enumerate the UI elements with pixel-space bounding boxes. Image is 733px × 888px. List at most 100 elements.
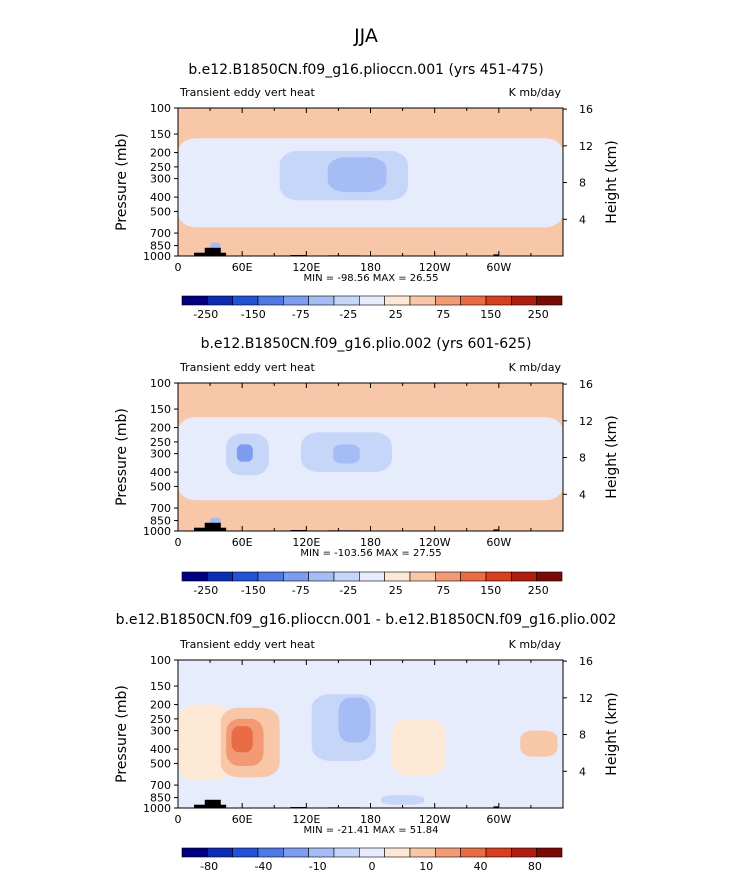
colorbar-label: 25 bbox=[389, 584, 403, 597]
x-tick-label: 180 bbox=[360, 813, 381, 826]
x-tick-label: 0 bbox=[175, 536, 182, 549]
colorbar-swatch bbox=[308, 571, 335, 582]
x-tick-label: 60E bbox=[232, 536, 253, 549]
colorbar-swatch bbox=[207, 295, 233, 306]
contour-region bbox=[327, 157, 387, 193]
y-tick-label: 850 bbox=[150, 240, 171, 253]
panel-3: b.e12.B1850CN.f09_g16.plioccn.001 - b.e1… bbox=[114, 612, 620, 873]
colorbar: -250 -150 -75 -25 25 75 150 250 bbox=[181, 295, 563, 321]
y2-tick-label: 12 bbox=[579, 415, 593, 428]
y-tick-label: 100 bbox=[150, 654, 171, 667]
colorbar-label: 150 bbox=[480, 308, 501, 321]
colorbar-label: 250 bbox=[528, 584, 549, 597]
y-tick-label: 250 bbox=[150, 436, 171, 449]
y-tick-label: 100 bbox=[150, 102, 171, 115]
colorbar-swatch bbox=[536, 295, 563, 306]
y2-tick-label: 8 bbox=[579, 177, 586, 190]
colorbar-swatch bbox=[333, 295, 360, 306]
colorbar-swatch bbox=[181, 571, 208, 582]
y2-axis-label: Height (km) bbox=[604, 692, 620, 775]
x-tick-label: 120E bbox=[292, 261, 320, 274]
y-tick-label: 100 bbox=[150, 377, 171, 390]
y-tick-label: 700 bbox=[150, 502, 171, 515]
y-tick-label: 1000 bbox=[143, 250, 171, 263]
colorbar-swatch bbox=[460, 295, 487, 306]
colorbar-label: -250 bbox=[193, 308, 218, 321]
x-tick-label: 60E bbox=[232, 261, 253, 274]
x-tick-label: 180 bbox=[360, 536, 381, 549]
x-tick-label: 120W bbox=[419, 536, 451, 549]
colorbar-label: -80 bbox=[200, 860, 218, 873]
colorbar-swatch bbox=[232, 571, 259, 582]
y-tick-label: 500 bbox=[150, 480, 171, 493]
x-tick-label: 120W bbox=[419, 261, 451, 274]
colorbar-swatch bbox=[409, 847, 436, 858]
y2-tick-label: 4 bbox=[579, 765, 586, 778]
colorbar-swatch bbox=[460, 571, 487, 582]
colorbar-label: 25 bbox=[389, 308, 403, 321]
min-max-stats: MIN = -98.56 MAX = 26.55 bbox=[304, 273, 439, 284]
x-tick-label: 60E bbox=[232, 813, 253, 826]
y-tick-label: 300 bbox=[150, 725, 171, 738]
colorbar-label: 75 bbox=[436, 584, 450, 597]
y-tick-label: 150 bbox=[150, 128, 171, 141]
y-tick-label: 1000 bbox=[143, 525, 171, 538]
y-tick-label: 700 bbox=[150, 779, 171, 792]
colorbar-label: -75 bbox=[292, 584, 310, 597]
contour-field bbox=[178, 660, 563, 808]
y-tick-label: 850 bbox=[150, 792, 171, 805]
y-tick-label: 300 bbox=[150, 173, 171, 186]
contour-region bbox=[520, 730, 558, 757]
y2-tick-label: 8 bbox=[579, 452, 586, 465]
colorbar-swatch bbox=[435, 847, 461, 858]
y-tick-label: 250 bbox=[150, 161, 171, 174]
contour-field bbox=[178, 108, 563, 256]
colorbar-swatch bbox=[435, 571, 461, 582]
y-tick-label: 200 bbox=[150, 699, 171, 712]
colorbar-swatch bbox=[384, 295, 411, 306]
y2-tick-label: 4 bbox=[579, 488, 586, 501]
y2-axis-label: Height (km) bbox=[604, 140, 620, 223]
colorbar-swatch bbox=[308, 295, 335, 306]
x-tick-label: 120W bbox=[419, 813, 451, 826]
colorbar-label: 250 bbox=[528, 308, 549, 321]
panel-title: b.e12.B1850CN.f09_g16.plio.002 (yrs 601-… bbox=[201, 336, 532, 352]
contour-region bbox=[236, 444, 253, 462]
x-tick-label: 180 bbox=[360, 261, 381, 274]
colorbar-swatch bbox=[283, 295, 309, 306]
contour-region bbox=[338, 697, 371, 743]
colorbar-swatch bbox=[283, 847, 309, 858]
contour-region bbox=[391, 718, 446, 776]
terrain-block bbox=[493, 254, 499, 256]
colorbar-label: -250 bbox=[193, 584, 218, 597]
colorbar-swatch bbox=[207, 847, 233, 858]
contour-field bbox=[178, 383, 563, 531]
y-tick-label: 500 bbox=[150, 205, 171, 218]
y-tick-label: 1000 bbox=[143, 802, 171, 815]
y-tick-label: 700 bbox=[150, 227, 171, 240]
colorbar-swatch bbox=[511, 295, 537, 306]
field-label: Transient eddy vert heat bbox=[179, 638, 316, 651]
colorbar-swatch bbox=[536, 847, 563, 858]
colorbar-swatch bbox=[511, 571, 537, 582]
y2-tick-label: 12 bbox=[579, 692, 593, 705]
panel-title: b.e12.B1850CN.f09_g16.plioccn.001 - b.e1… bbox=[116, 612, 617, 628]
colorbar-swatch bbox=[257, 847, 284, 858]
colorbar-label: -40 bbox=[254, 860, 272, 873]
terrain-block bbox=[204, 799, 221, 808]
x-tick-label: 0 bbox=[175, 813, 182, 826]
colorbar-label: 80 bbox=[528, 860, 542, 873]
colorbar-swatch bbox=[333, 571, 360, 582]
colorbar-swatch bbox=[207, 571, 233, 582]
colorbar-swatch bbox=[181, 847, 208, 858]
colorbar-label: -25 bbox=[339, 584, 357, 597]
colorbar-swatch bbox=[232, 295, 259, 306]
colorbar-label: 75 bbox=[436, 308, 450, 321]
colorbar-label: -150 bbox=[241, 308, 266, 321]
y-tick-label: 250 bbox=[150, 713, 171, 726]
units-label: K mb/day bbox=[509, 638, 562, 651]
units-label: K mb/day bbox=[509, 361, 562, 374]
contour-region bbox=[333, 444, 360, 464]
y-tick-label: 400 bbox=[150, 743, 171, 756]
